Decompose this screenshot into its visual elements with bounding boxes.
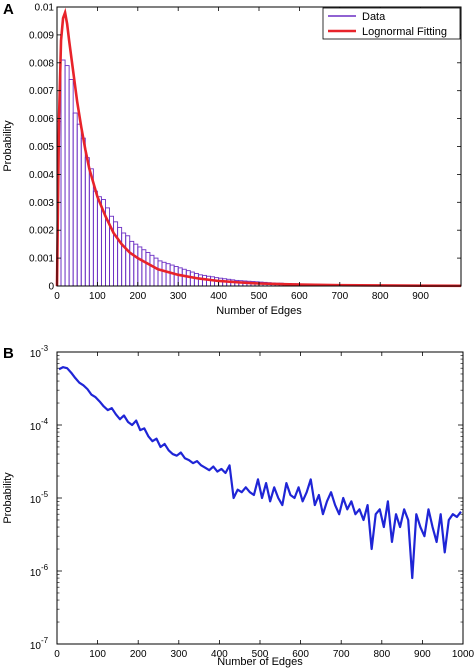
y-tick-label: 0.007 <box>29 86 54 97</box>
x-tick-label: 100 <box>89 649 106 660</box>
y-tick-label: 0.003 <box>29 198 54 209</box>
panel-a-x-axis-label: Number of Edges <box>216 305 302 317</box>
panel-a-axes-frame <box>56 6 462 287</box>
panel-b-label: B <box>3 345 14 362</box>
panel-a-lognormal-fit-line <box>55 7 462 288</box>
legend-data-label: Data <box>362 11 386 23</box>
y-tick-label-base: 10 <box>30 641 42 652</box>
x-tick-label: 900 <box>412 291 429 302</box>
panel-a-legend: Data Lognormal Fitting <box>322 7 461 40</box>
panel-a-plot-area <box>57 7 461 286</box>
x-tick-label: 700 <box>333 649 350 660</box>
panel-b-log-plot: B 0 100 200 300 400 500 600 700 800 900 1000 10-71… <box>2 344 474 668</box>
x-tick-label: 200 <box>130 649 147 660</box>
y-tick-label: 0.009 <box>29 30 54 41</box>
y-tick-label: 0.005 <box>29 142 54 153</box>
panel-b-probability-line <box>58 366 462 580</box>
x-tick-label: 800 <box>373 649 390 660</box>
y-tick-label-exponent: -3 <box>41 344 49 353</box>
y-tick-label: 0.004 <box>29 170 54 181</box>
y-tick-label-base: 10 <box>30 422 42 433</box>
y-tick-label-base: 10 <box>30 568 42 579</box>
y-tick-label: 0.01 <box>35 3 55 14</box>
x-tick-label: 800 <box>372 291 389 302</box>
x-tick-label: 700 <box>331 291 348 302</box>
x-tick-label: 1000 <box>452 649 474 660</box>
x-tick-label: 900 <box>414 649 431 660</box>
y-tick-label-base: 10 <box>30 349 42 360</box>
legend-fit-label: Lognormal Fitting <box>362 26 447 38</box>
panel-b-x-ticks: 0 100 200 300 400 500 600 700 800 900 1000 <box>54 352 474 660</box>
panel-b-axes-frame <box>56 351 464 645</box>
x-tick-label: 400 <box>210 291 227 302</box>
panel-a-y-ticks: 0 0.001 0.002 0.003 0.004 0.005 0.006 0.007 0.00… <box>29 3 461 293</box>
x-tick-label: 400 <box>211 649 228 660</box>
x-tick-label: 200 <box>129 291 146 302</box>
y-tick-label: 0.008 <box>29 58 54 69</box>
panel-a-label: A <box>3 1 14 18</box>
panel-b-x-axis-label: Number of Edges <box>217 656 303 668</box>
y-tick-label-exponent: -5 <box>41 490 49 499</box>
x-tick-label: 600 <box>291 291 308 302</box>
x-tick-label: 300 <box>170 649 187 660</box>
y-tick-label: 0 <box>48 282 54 293</box>
x-tick-label: 600 <box>292 649 309 660</box>
panel-b-plot-area <box>57 352 463 644</box>
x-tick-label: 0 <box>54 291 60 302</box>
panel-a-histogram: A 0 100 200 300 400 500 600 700 800 900 0 0.001 0.0… <box>2 1 462 317</box>
x-tick-label: 100 <box>89 291 106 302</box>
y-tick-label-exponent: -7 <box>41 636 49 645</box>
x-tick-label: 500 <box>252 649 269 660</box>
y-tick-label-exponent: -4 <box>41 417 49 426</box>
panel-b-y-axis-label: Probability <box>2 472 14 524</box>
legend-box <box>322 7 461 40</box>
x-tick-label: 500 <box>251 291 268 302</box>
y-tick-label: 0.001 <box>29 254 54 265</box>
y-tick-label: 0.002 <box>29 226 54 237</box>
x-tick-label: 300 <box>170 291 187 302</box>
y-tick-label-exponent: -6 <box>41 563 49 572</box>
y-tick-label-base: 10 <box>30 495 42 506</box>
y-tick-label: 0.006 <box>29 114 54 125</box>
x-tick-label: 0 <box>54 649 60 660</box>
panel-a-y-axis-label: Probability <box>2 120 14 172</box>
